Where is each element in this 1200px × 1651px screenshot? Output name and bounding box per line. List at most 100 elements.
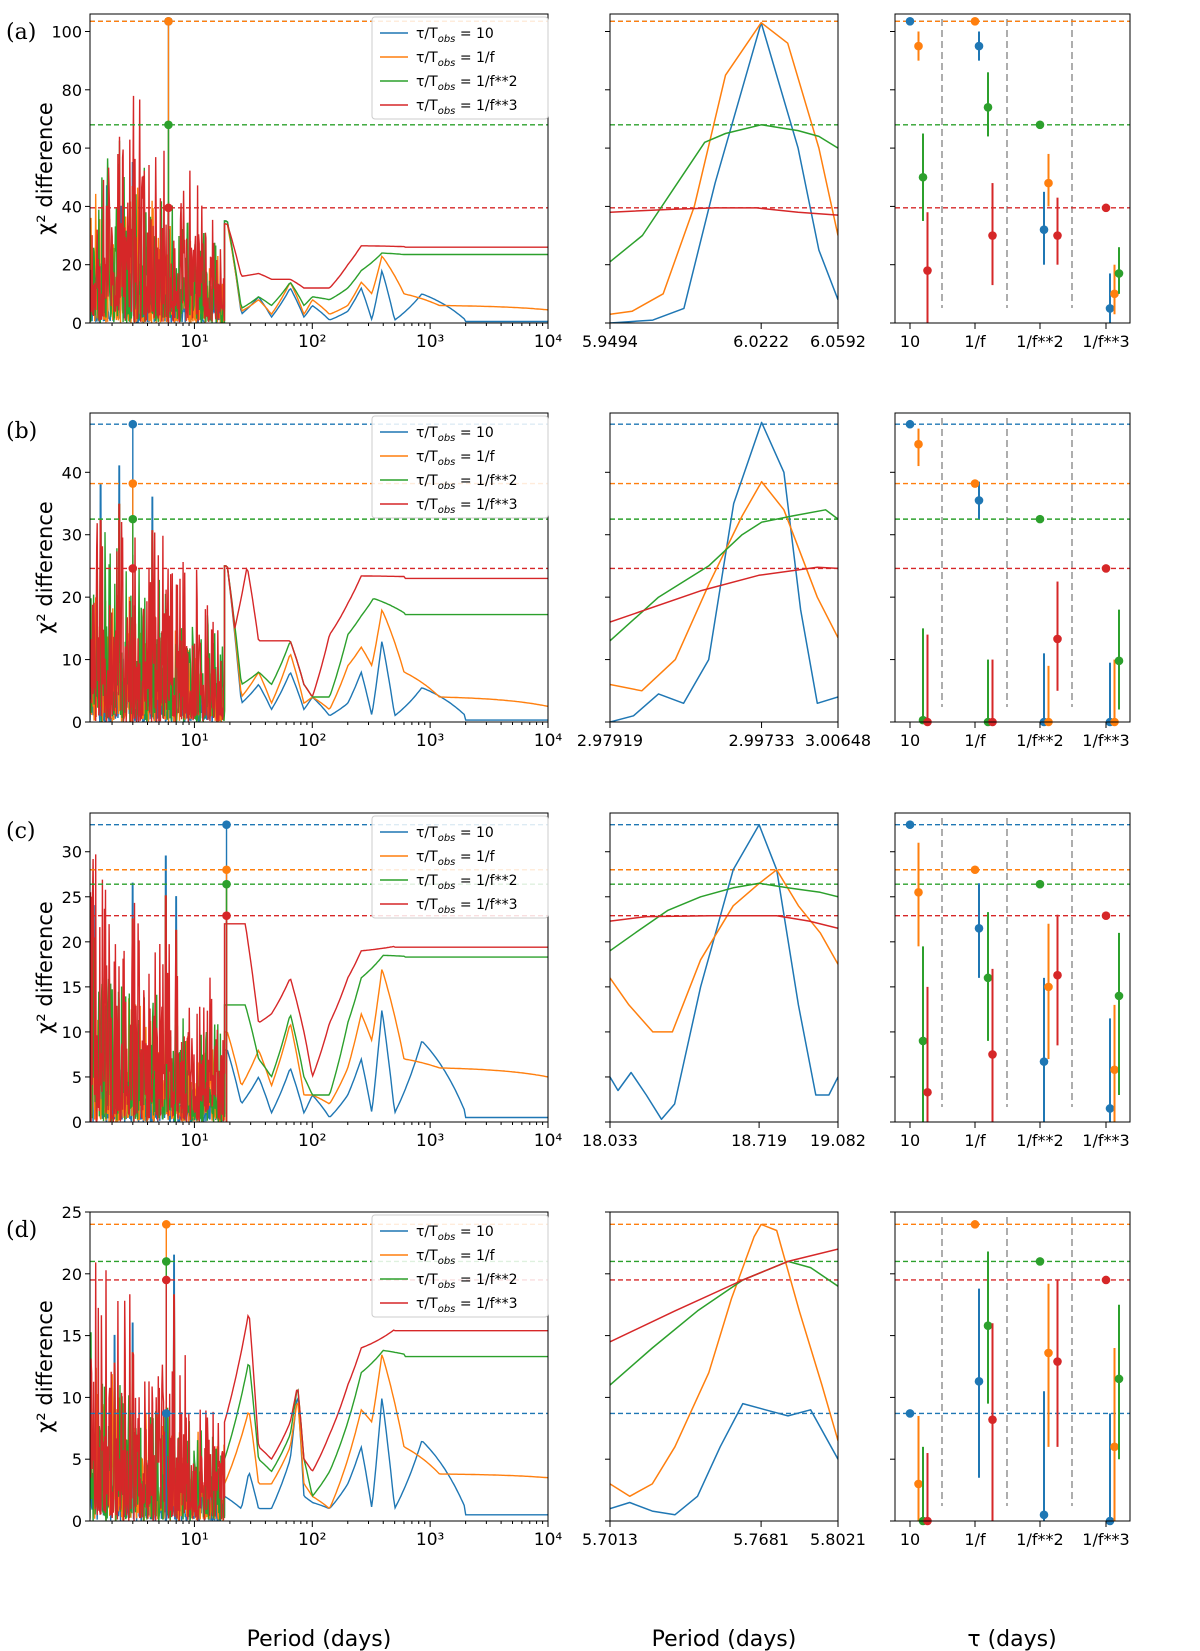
zoom-axes-frame (609, 412, 839, 723)
legend-sub: obs (438, 1256, 456, 1267)
y-tick-label: 10 (62, 1388, 82, 1407)
tau-x-tick-label: 1/f**2 (1016, 332, 1063, 351)
legend-prefix: τ/T (416, 425, 438, 441)
legend-prefix: τ/T (416, 849, 438, 865)
peak-marker-1/f**2 (161, 1257, 171, 1266)
y-tick-label: 0 (72, 1113, 82, 1132)
main-line-1-fpp2 (90, 895, 548, 1122)
tau-marker-1/f-1/f (970, 1220, 980, 1229)
x-tick-label: 10² (298, 332, 326, 352)
y-tick-label: 25 (62, 888, 82, 907)
legend-box (371, 1214, 549, 1318)
tau-marker-1/f**2-10 (1039, 1057, 1049, 1066)
x-tick-label: 10⁴ (534, 1530, 563, 1550)
tau-marker-1/f**2-1/f**2 (1035, 1257, 1045, 1266)
tau-marker-1/f**3-1/f (1110, 1442, 1119, 1452)
legend-sub: obs (438, 58, 456, 69)
main-series (90, 1254, 548, 1521)
tau-marker-10-1/f (914, 887, 923, 897)
panel-b: (b) χ² difference 0 10 20 30 40 10¹ 10² 10³ 10⁴ τ/T… (6, 412, 1131, 751)
y-tick-label: 5 (72, 1450, 82, 1469)
x-tick-label: 10⁴ (534, 731, 563, 751)
x-tick-label: 10³ (416, 332, 444, 352)
legend-sub: obs (438, 833, 456, 844)
zoom-x-tick-label: 19.082 (810, 1131, 866, 1150)
tau-marker-10-1/f**2 (918, 1036, 928, 1046)
zoom-line-10 (610, 21, 838, 323)
y-tick-label: 30 (62, 526, 82, 545)
tau-marker-1/f**3-1/f**2 (1114, 991, 1124, 1001)
legend-prefix: τ/T (416, 497, 438, 513)
tau-marker-10-10 (905, 16, 915, 26)
zoom-series (610, 1223, 838, 1516)
tau-marker-1/f**3-1/f**3 (1101, 1275, 1111, 1285)
tau-x-tick-label: 10 (900, 731, 920, 750)
tau-marker-1/f**2-1/f**2 (1035, 879, 1045, 889)
legend-entry-10: τ/Tobs = 10 (416, 825, 494, 844)
peak-marker-10 (128, 419, 138, 429)
y-tick-label: 5 (72, 1068, 82, 1087)
zoom-x-tick-label: 5.8021 (810, 1530, 866, 1549)
y-tick-label: 0 (72, 713, 82, 732)
tau-panel: 10 1/f 1/f**2 1/f**3 (890, 412, 1131, 750)
zoom-x-tick-label: 5.9494 (582, 332, 638, 351)
y-tick-label: 20 (62, 1265, 82, 1284)
legend-prefix: τ/T (416, 897, 438, 913)
x-axis-label-zoom: Period (days) (652, 1627, 797, 1651)
peak-marker-1/f (128, 479, 138, 488)
y-tick-label: 0 (72, 1512, 82, 1531)
legend-value: = 10 (455, 1224, 493, 1240)
legend-entry-1/f**3: τ/Tobs = 1/f**3 (416, 497, 517, 516)
peak-marker-1/f**3 (164, 203, 173, 213)
y-tick-label: 40 (62, 197, 82, 216)
tau-marker-10-1/f (914, 1479, 923, 1489)
tau-marker-1/f-1/f**3 (988, 231, 997, 240)
zoom-panel: 5.7013 5.7681 5.8021 (582, 1211, 866, 1549)
peak-marker-1/f**3 (222, 911, 231, 920)
tau-x-tick-label: 1/f (964, 1131, 986, 1150)
legend-value: = 1/f**3 (455, 497, 517, 513)
legend-entry-1/f**3: τ/Tobs = 1/f**3 (416, 897, 517, 916)
zoom-axes-frame (609, 812, 839, 1123)
tau-marker-1/f-10 (974, 924, 984, 933)
y-tick-label: 20 (62, 256, 82, 275)
legend-sub: obs (438, 881, 456, 892)
zoom-line-10 (610, 421, 838, 722)
tau-panel: 10 1/f 1/f**2 1/f**3 (890, 812, 1131, 1150)
zoom-line-1/f (610, 21, 838, 316)
tau-marker-1/f**2-10 (1039, 225, 1049, 235)
legend-entry-1/f**3: τ/Tobs = 1/f**3 (416, 1296, 517, 1315)
x-tick-label: 10¹ (180, 1530, 208, 1550)
tau-x-tick-label: 1/f**2 (1016, 731, 1063, 750)
tau-marker-10-1/f (914, 439, 923, 449)
y-tick-label: 15 (62, 978, 82, 997)
y-tick-label: 10 (62, 1023, 82, 1042)
tau-marker-1/f-1/f**3 (988, 1050, 997, 1059)
legend-sub: obs (438, 34, 456, 45)
x-tick-label: 10¹ (180, 731, 208, 751)
y-tick-label: 30 (62, 843, 82, 862)
zoom-axes-frame (609, 13, 839, 324)
tau-marker-1/f-1/f (970, 16, 980, 26)
legend-value: = 10 (455, 825, 493, 841)
zoom-line-1/f (610, 1223, 838, 1498)
legend-sub: obs (438, 457, 456, 468)
tau-marker-1/f**3-1/f**3 (1101, 203, 1111, 213)
legend: τ/Tobs = 10τ/Tobs = 1/fτ/Tobs = 1/f**2τ/… (371, 1214, 549, 1318)
y-axis-label: χ² difference (33, 102, 57, 235)
zoom-line-10 (610, 823, 838, 1121)
legend-value: = 1/f**2 (455, 873, 517, 889)
panel-label: (a) (6, 20, 36, 45)
legend-prefix: τ/T (416, 1224, 438, 1240)
zoom-line-1/f**3 (610, 914, 838, 930)
tau-marker-1/f-1/f**2 (983, 973, 993, 983)
tau-x-tick-label: 1/f**2 (1016, 1530, 1063, 1549)
main-series (90, 95, 548, 323)
zoom-x-tick-label: 2.97919 (577, 731, 643, 750)
legend-value: = 1/f (455, 849, 495, 865)
legend-value: = 1/f**2 (455, 473, 517, 489)
tau-x-tick-label: 10 (900, 1131, 920, 1150)
